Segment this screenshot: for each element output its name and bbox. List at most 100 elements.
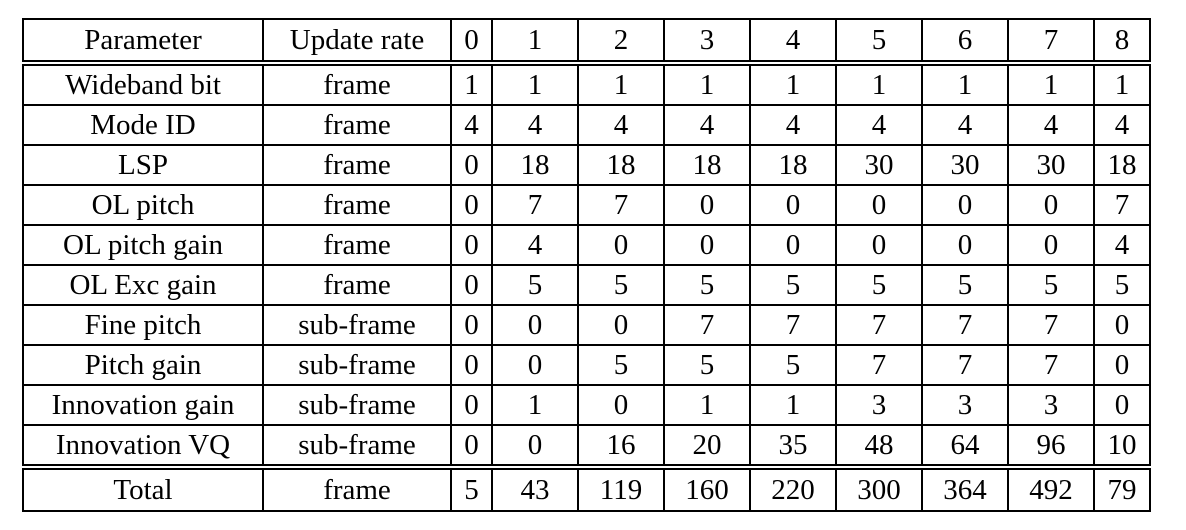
- header-mode-4: 4: [749, 18, 837, 64]
- parameter-cell: Innovation VQ: [22, 424, 264, 468]
- update-rate-cell: sub-frame: [262, 384, 452, 426]
- mode-5-bits-cell: 4: [835, 104, 923, 146]
- mode-7-bits-cell: 492: [1007, 464, 1095, 512]
- mode-7-bits-cell: 0: [1007, 184, 1095, 226]
- mode-4-bits-cell: 1: [749, 384, 837, 426]
- update-rate-cell: sub-frame: [262, 344, 452, 386]
- table-row: Innovation gain sub-frame 0 1 0 1 1 3 3 3 0: [22, 384, 1151, 426]
- mode-7-bits-cell: 3: [1007, 384, 1095, 426]
- header-mode-0: 0: [450, 18, 493, 64]
- mode-3-bits-cell: 20: [663, 424, 751, 468]
- mode-8-bits-cell: 0: [1093, 344, 1151, 386]
- table-body: Parameter Update rate 0 1 2 3 4 5 6 7 8 …: [22, 18, 1151, 512]
- mode-0-bits-cell: 5: [450, 464, 493, 512]
- mode-5-bits-cell: 5: [835, 264, 923, 306]
- mode-7-bits-cell: 5: [1007, 264, 1095, 306]
- mode-6-bits-cell: 1: [921, 60, 1009, 106]
- mode-6-bits-cell: 5: [921, 264, 1009, 306]
- mode-4-bits-cell: 5: [749, 344, 837, 386]
- mode-2-bits-cell: 0: [577, 384, 665, 426]
- update-rate-cell: frame: [262, 464, 452, 512]
- mode-1-bits-cell: 4: [491, 224, 579, 266]
- mode-7-bits-cell: 30: [1007, 144, 1095, 186]
- mode-4-bits-cell: 7: [749, 304, 837, 346]
- update-rate-cell: frame: [262, 224, 452, 266]
- mode-3-bits-cell: 7: [663, 304, 751, 346]
- header-parameter: Parameter: [22, 18, 264, 64]
- mode-5-bits-cell: 30: [835, 144, 923, 186]
- mode-3-bits-cell: 18: [663, 144, 751, 186]
- mode-5-bits-cell: 7: [835, 344, 923, 386]
- table-row: Pitch gain sub-frame 0 0 5 5 5 7 7 7 0: [22, 344, 1151, 386]
- table-row: Wideband bit frame 1 1 1 1 1 1 1 1 1: [22, 60, 1151, 106]
- mode-6-bits-cell: 7: [921, 344, 1009, 386]
- header-row: Parameter Update rate 0 1 2 3 4 5 6 7 8: [22, 18, 1151, 64]
- update-rate-cell: frame: [262, 144, 452, 186]
- mode-8-bits-cell: 4: [1093, 224, 1151, 266]
- mode-2-bits-cell: 4: [577, 104, 665, 146]
- mode-6-bits-cell: 7: [921, 304, 1009, 346]
- mode-8-bits-cell: 1: [1093, 60, 1151, 106]
- mode-1-bits-cell: 43: [491, 464, 579, 512]
- header-mode-8: 8: [1093, 18, 1151, 64]
- mode-5-bits-cell: 0: [835, 184, 923, 226]
- mode-4-bits-cell: 0: [749, 184, 837, 226]
- table-row: Fine pitch sub-frame 0 0 0 7 7 7 7 7 0: [22, 304, 1151, 346]
- mode-1-bits-cell: 1: [491, 384, 579, 426]
- parameter-cell: Fine pitch: [22, 304, 264, 346]
- mode-5-bits-cell: 0: [835, 224, 923, 266]
- mode-1-bits-cell: 0: [491, 304, 579, 346]
- mode-2-bits-cell: 16: [577, 424, 665, 468]
- mode-2-bits-cell: 7: [577, 184, 665, 226]
- mode-7-bits-cell: 7: [1007, 304, 1095, 346]
- parameter-cell: OL pitch: [22, 184, 264, 226]
- total-row: Total frame 5 43 119 160 220 300 364 492 79: [22, 464, 1151, 512]
- mode-4-bits-cell: 35: [749, 424, 837, 468]
- mode-5-bits-cell: 3: [835, 384, 923, 426]
- parameter-cell: Wideband bit: [22, 60, 264, 106]
- table-row: OL pitch gain frame 0 4 0 0 0 0 0 0 4: [22, 224, 1151, 266]
- mode-2-bits-cell: 0: [577, 304, 665, 346]
- mode-6-bits-cell: 30: [921, 144, 1009, 186]
- mode-1-bits-cell: 0: [491, 424, 579, 468]
- mode-6-bits-cell: 4: [921, 104, 1009, 146]
- mode-3-bits-cell: 160: [663, 464, 751, 512]
- mode-6-bits-cell: 364: [921, 464, 1009, 512]
- table-row: OL Exc gain frame 0 5 5 5 5 5 5 5 5: [22, 264, 1151, 306]
- mode-8-bits-cell: 0: [1093, 304, 1151, 346]
- mode-3-bits-cell: 0: [663, 184, 751, 226]
- mode-4-bits-cell: 220: [749, 464, 837, 512]
- update-rate-cell: frame: [262, 184, 452, 226]
- update-rate-cell: sub-frame: [262, 304, 452, 346]
- parameter-cell: LSP: [22, 144, 264, 186]
- mode-0-bits-cell: 4: [450, 104, 493, 146]
- mode-0-bits-cell: 1: [450, 60, 493, 106]
- mode-7-bits-cell: 0: [1007, 224, 1095, 266]
- mode-0-bits-cell: 0: [450, 144, 493, 186]
- mode-4-bits-cell: 18: [749, 144, 837, 186]
- mode-0-bits-cell: 0: [450, 224, 493, 266]
- table-row: OL pitch frame 0 7 7 0 0 0 0 0 7: [22, 184, 1151, 226]
- update-rate-cell: frame: [262, 60, 452, 106]
- header-mode-5: 5: [835, 18, 923, 64]
- parameter-cell: Innovation gain: [22, 384, 264, 426]
- mode-6-bits-cell: 64: [921, 424, 1009, 468]
- mode-1-bits-cell: 1: [491, 60, 579, 106]
- mode-2-bits-cell: 18: [577, 144, 665, 186]
- mode-5-bits-cell: 7: [835, 304, 923, 346]
- mode-7-bits-cell: 96: [1007, 424, 1095, 468]
- mode-3-bits-cell: 1: [663, 60, 751, 106]
- mode-0-bits-cell: 0: [450, 384, 493, 426]
- mode-1-bits-cell: 7: [491, 184, 579, 226]
- mode-3-bits-cell: 4: [663, 104, 751, 146]
- mode-1-bits-cell: 0: [491, 344, 579, 386]
- mode-2-bits-cell: 5: [577, 264, 665, 306]
- mode-5-bits-cell: 1: [835, 60, 923, 106]
- mode-7-bits-cell: 7: [1007, 344, 1095, 386]
- mode-8-bits-cell: 18: [1093, 144, 1151, 186]
- bit-allocation-table-container: Parameter Update rate 0 1 2 3 4 5 6 7 8 …: [22, 18, 1151, 512]
- parameter-cell: Mode ID: [22, 104, 264, 146]
- header-mode-3: 3: [663, 18, 751, 64]
- header-update-rate: Update rate: [262, 18, 452, 64]
- header-mode-6: 6: [921, 18, 1009, 64]
